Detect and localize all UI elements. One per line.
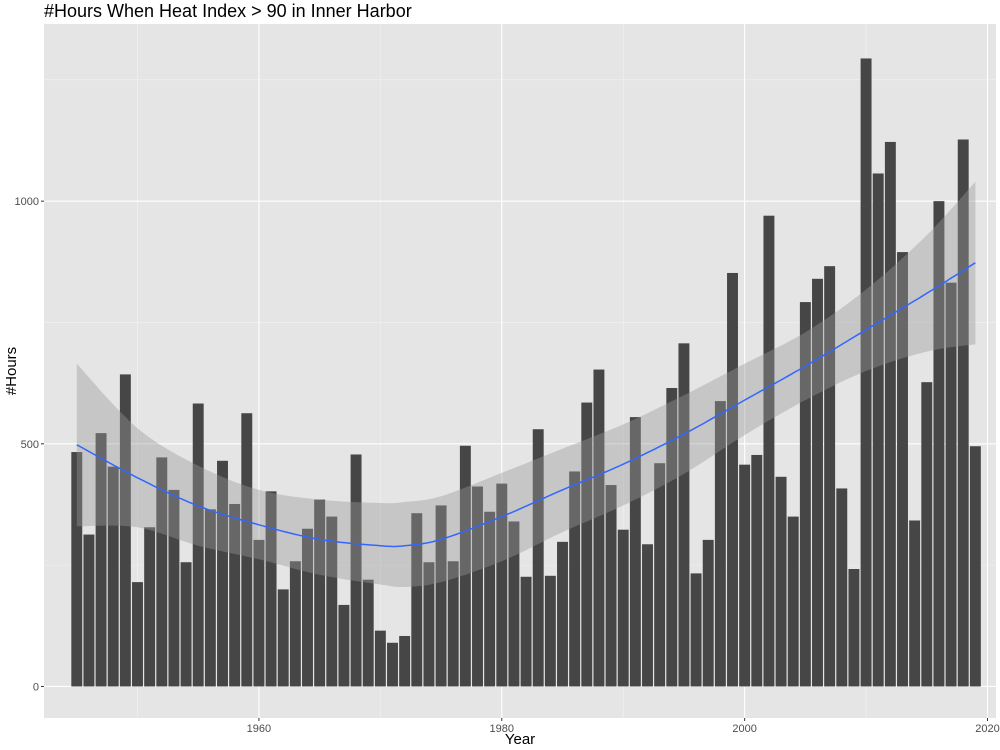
- bar: [702, 539, 714, 687]
- bar: [532, 429, 544, 687]
- bar: [629, 417, 641, 687]
- bar: [714, 401, 726, 687]
- bar: [605, 485, 617, 687]
- bar: [447, 561, 459, 687]
- x-tick-label: 2000: [732, 723, 756, 735]
- bar: [593, 369, 605, 687]
- bar: [945, 282, 957, 687]
- bar: [362, 579, 374, 687]
- bar: [132, 582, 143, 687]
- y-axis-title: #Hours: [3, 347, 20, 395]
- bar: [581, 402, 593, 687]
- bar: [969, 446, 981, 687]
- bar: [350, 454, 362, 687]
- bar: [374, 630, 386, 687]
- bar: [423, 562, 435, 687]
- bar: [71, 452, 83, 687]
- bar: [144, 527, 156, 687]
- bar: [265, 491, 277, 687]
- bar: [824, 266, 836, 687]
- y-tick-label: 500: [21, 439, 39, 451]
- bar: [727, 272, 738, 687]
- bar: [642, 544, 653, 687]
- bar: [654, 463, 666, 687]
- bar: [690, 573, 702, 687]
- bar: [812, 278, 823, 687]
- bar: [544, 575, 556, 687]
- bar: [326, 516, 338, 687]
- bar: [253, 539, 265, 687]
- bar: [763, 215, 775, 687]
- bar: [277, 589, 289, 687]
- x-tick-label: 1960: [247, 723, 271, 735]
- bar: [192, 403, 204, 687]
- y-tick-label: 1000: [15, 196, 39, 208]
- bar: [739, 464, 751, 687]
- bar: [557, 541, 568, 687]
- bar: [119, 374, 131, 687]
- bar: [459, 445, 471, 687]
- bar: [399, 635, 411, 687]
- smooth-trend-line: [76, 262, 976, 548]
- bar: [897, 252, 908, 687]
- x-axis: 1960 1980 2000 2020: [247, 718, 1000, 735]
- bar: [933, 201, 945, 687]
- bar: [751, 454, 763, 687]
- bar: [860, 58, 872, 687]
- bar: [168, 489, 180, 687]
- bar: [241, 413, 253, 687]
- x-tick-label: 2020: [975, 723, 999, 735]
- bar: [496, 483, 508, 687]
- bar: [508, 521, 520, 687]
- bar: [289, 561, 301, 687]
- bar: [799, 302, 811, 687]
- bar: [884, 141, 896, 687]
- x-axis-title: Year: [505, 731, 535, 748]
- bar: [836, 488, 848, 687]
- y-tick-label: 0: [33, 681, 39, 693]
- bar: [435, 505, 447, 687]
- bar: [872, 173, 884, 687]
- bar: [156, 457, 168, 687]
- bar: [217, 460, 228, 687]
- bar: [472, 486, 483, 687]
- bar-series: [71, 58, 981, 687]
- bar: [107, 466, 119, 687]
- bar: [484, 511, 496, 687]
- y-axis: 0 500 1000: [15, 196, 44, 693]
- bar: [411, 513, 423, 687]
- bar: [569, 471, 581, 687]
- chart-title: #Hours When Heat Index > 90 in Inner Har…: [44, 1, 412, 21]
- bar: [229, 503, 241, 687]
- bar: [338, 604, 350, 687]
- bar: [921, 382, 933, 687]
- bar: [957, 139, 969, 687]
- bar: [204, 509, 216, 687]
- bar: [848, 569, 860, 687]
- bar: [617, 529, 629, 687]
- bar: [95, 433, 107, 687]
- bar: [678, 343, 690, 687]
- bar: [787, 516, 799, 687]
- bar: [83, 534, 95, 687]
- bar: [666, 387, 678, 687]
- bar: [314, 499, 326, 687]
- bar: [909, 520, 921, 687]
- bar: [387, 642, 398, 687]
- x-tick-label: 1980: [490, 723, 514, 735]
- bar: [302, 528, 313, 687]
- bar: [775, 476, 787, 687]
- bar: [180, 562, 192, 687]
- bar: [520, 576, 532, 687]
